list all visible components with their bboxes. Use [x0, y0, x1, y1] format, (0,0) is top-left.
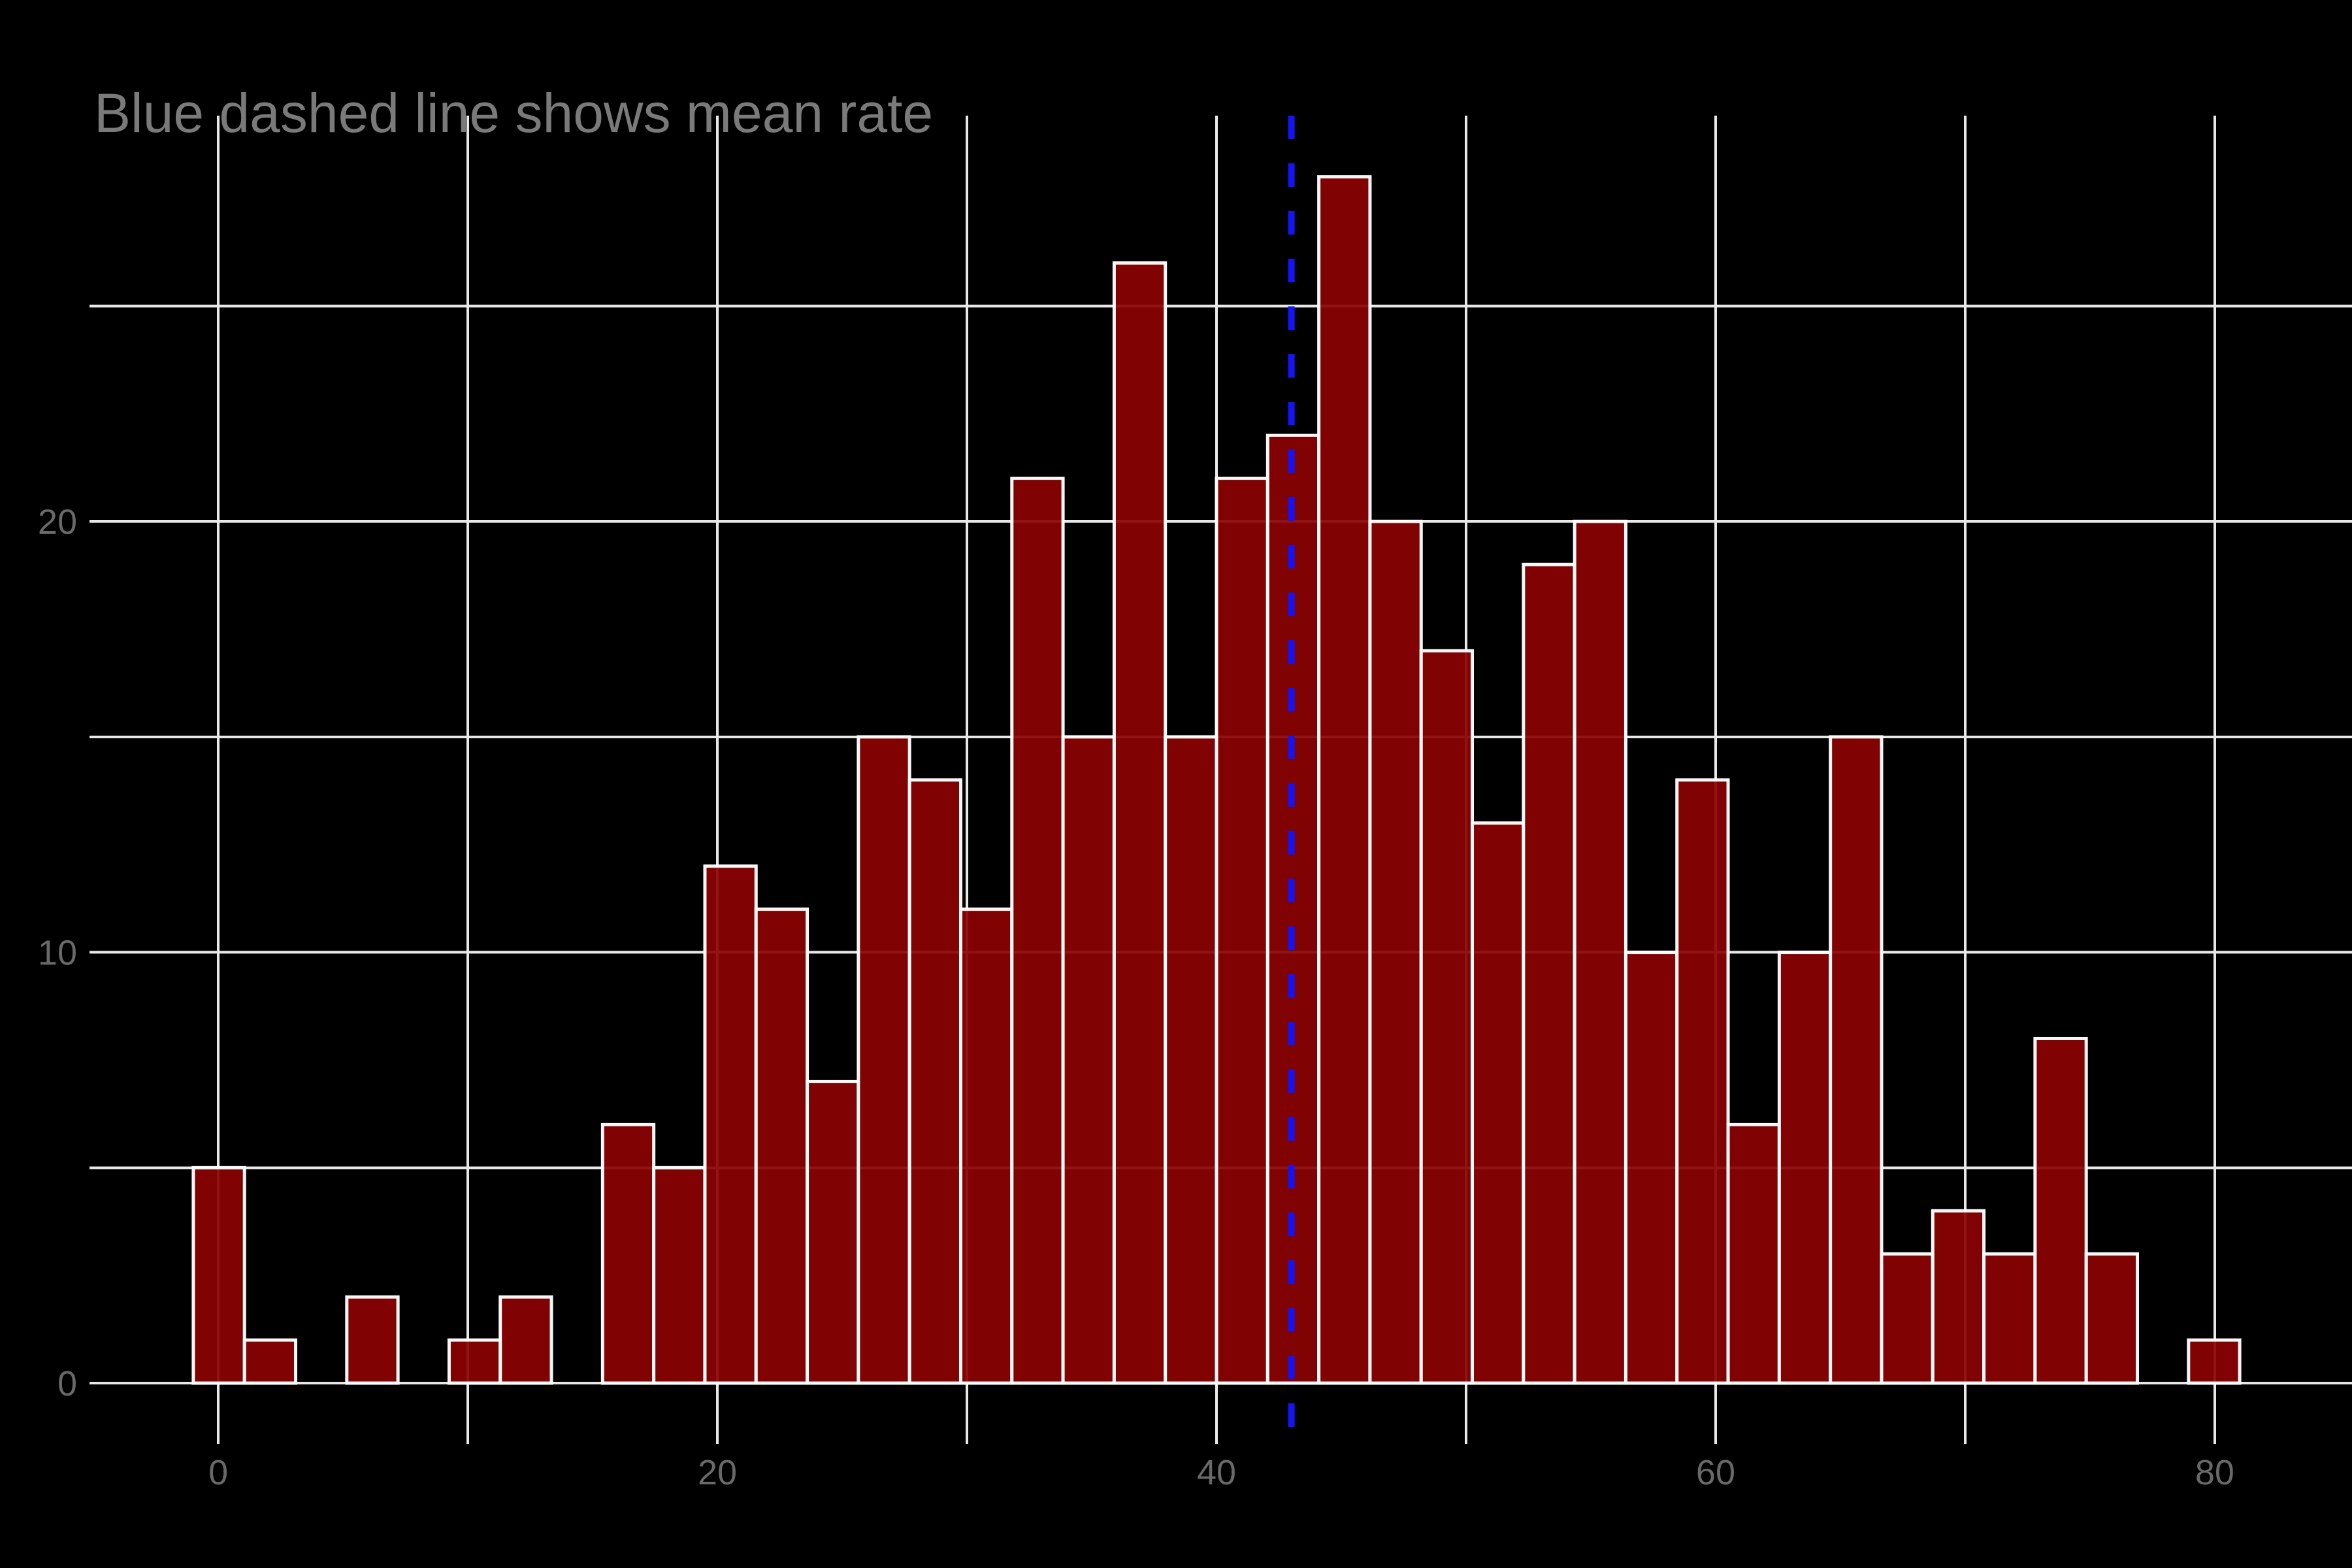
histogram-bar: [1164, 735, 1218, 1385]
histogram-bar: [1061, 735, 1116, 1385]
histogram-bar: [1317, 175, 1372, 1385]
y-tick-label: 20: [38, 502, 77, 542]
histogram-bar: [191, 1166, 246, 1385]
axis-labels: 0 10 20 0 20 40 60 80: [38, 502, 2234, 1492]
histogram-bar: [1419, 649, 1475, 1385]
histogram-bar: [1522, 563, 1576, 1385]
histogram-bar: [1266, 433, 1321, 1385]
histogram-bar: [1675, 778, 1730, 1385]
histogram-bar: [1880, 1252, 1935, 1385]
histogram-bar: [2033, 1036, 2088, 1385]
histogram-bar: [1215, 476, 1269, 1385]
histogram-bar: [754, 907, 809, 1385]
histogram-bar: [1982, 1252, 2037, 1385]
histogram-bar: [2084, 1252, 2140, 1385]
histogram-bar: [907, 778, 962, 1385]
histogram-bar: [1931, 1209, 1986, 1385]
histogram-bar: [447, 1338, 502, 1385]
histogram-bar: [1471, 821, 1526, 1385]
histogram-bar: [1573, 519, 1627, 1385]
histogram-bar: [806, 1079, 860, 1385]
y-tick-label: 10: [38, 934, 77, 973]
histogram-bar: [242, 1338, 298, 1385]
x-tick-label: 80: [2195, 1453, 2234, 1492]
histogram-bar: [1010, 476, 1065, 1385]
histogram-bar: [1368, 519, 1423, 1385]
x-tick-label: 20: [698, 1453, 737, 1492]
histogram-bar: [857, 735, 911, 1385]
histogram-bar: [1624, 951, 1679, 1385]
histogram-bar: [600, 1122, 656, 1385]
x-tick-label: 0: [208, 1453, 228, 1492]
histogram-bar: [1112, 261, 1168, 1385]
histogram-bar: [652, 1166, 707, 1385]
chart-title: Blue dashed line shows mean rate: [94, 82, 933, 144]
histogram-bar: [1726, 1122, 1781, 1385]
y-tick-label: 0: [57, 1364, 77, 1403]
histogram-bar: [345, 1295, 400, 1385]
histogram-bar: [498, 1295, 553, 1385]
histogram-bar: [703, 864, 758, 1385]
histogram-bar: [1829, 735, 1884, 1385]
x-tick-label: 60: [1696, 1453, 1735, 1492]
histogram-bar: [958, 907, 1014, 1385]
histogram-bar: [2187, 1338, 2242, 1385]
histogram-bars: [191, 175, 2242, 1385]
x-tick-label: 40: [1197, 1453, 1236, 1492]
histogram-bar: [1777, 951, 1833, 1385]
